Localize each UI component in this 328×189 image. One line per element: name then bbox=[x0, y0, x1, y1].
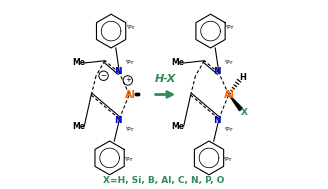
Text: N: N bbox=[114, 116, 121, 125]
Text: X=H, Si, B, Al, C, N, P, O: X=H, Si, B, Al, C, N, P, O bbox=[103, 176, 225, 185]
Text: Al: Al bbox=[125, 90, 136, 99]
Text: $^i$Pr: $^i$Pr bbox=[125, 58, 135, 67]
Text: $^i$Pr: $^i$Pr bbox=[225, 23, 235, 32]
Text: N: N bbox=[114, 67, 121, 76]
Text: $^i$Pr: $^i$Pr bbox=[125, 125, 135, 134]
Text: $^i$Pr: $^i$Pr bbox=[124, 155, 133, 164]
Text: $^i$Pr: $^i$Pr bbox=[224, 125, 234, 134]
Text: Me: Me bbox=[72, 122, 85, 131]
Text: H: H bbox=[239, 73, 246, 82]
Text: +: + bbox=[125, 77, 131, 83]
Polygon shape bbox=[229, 94, 242, 111]
Text: N: N bbox=[213, 116, 221, 125]
Text: Me: Me bbox=[172, 122, 185, 131]
Text: Al: Al bbox=[224, 90, 235, 99]
Text: Me: Me bbox=[72, 58, 85, 67]
Text: $^i$Pr: $^i$Pr bbox=[223, 155, 233, 164]
Text: N: N bbox=[213, 67, 221, 76]
Text: Me: Me bbox=[172, 58, 185, 67]
Text: $^i$Pr: $^i$Pr bbox=[126, 23, 135, 32]
Text: H-X: H-X bbox=[155, 74, 176, 84]
Text: X: X bbox=[241, 108, 248, 117]
Text: −: − bbox=[101, 73, 107, 79]
Text: $^i$Pr: $^i$Pr bbox=[224, 58, 234, 67]
